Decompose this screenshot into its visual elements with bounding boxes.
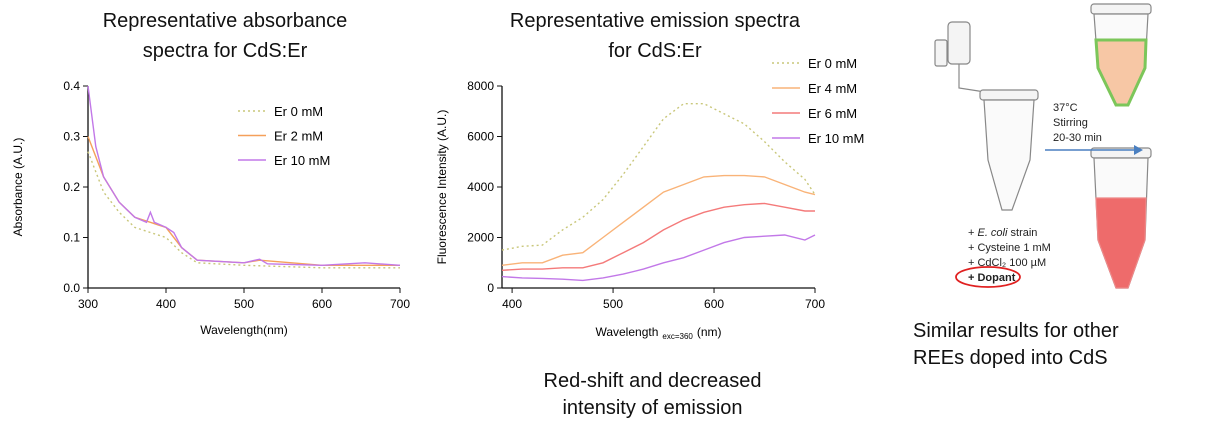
tube-body — [983, 99, 1035, 211]
tube-liquid — [1095, 197, 1147, 289]
y-tick-label: 0.0 — [63, 281, 80, 295]
tube-rim — [979, 89, 1039, 101]
arrow-head — [1134, 145, 1143, 155]
legend-label: Er 10 mM — [274, 153, 330, 168]
legend-label: Er 0 mM — [274, 104, 323, 119]
ingredient: + CdCl₂ 100 µM — [968, 257, 1046, 269]
y-axis-label: Fluorescence Intensity (A.U.) — [435, 110, 449, 265]
highlight — [955, 266, 1021, 288]
series-line — [87, 136, 400, 266]
series-line — [87, 85, 401, 267]
tube-liquid — [1094, 38, 1148, 107]
plot: 0 2000 4000 6000 8000 400 500 600 700 Fluorescenc… — [435, 56, 864, 341]
tube-cap — [947, 21, 971, 65]
text: + — [968, 227, 977, 239]
y-tick-label: 2000 — [467, 231, 494, 245]
condition: 37°C — [1053, 102, 1078, 114]
y-tick-label: 0.4 — [63, 79, 80, 93]
tube-cap — [934, 39, 948, 67]
y-tick-label: 0.2 — [63, 180, 80, 194]
x-tick-label: 600 — [312, 297, 332, 311]
series-line — [87, 151, 400, 269]
text: exc=360 — [662, 332, 693, 341]
tube-rim — [1090, 3, 1152, 15]
legend-label: Er 10 mM — [808, 131, 864, 146]
series-line — [501, 202, 815, 271]
caption: Red-shift and decreased intensity of emi… — [543, 370, 762, 419]
y-tick-label: 0.3 — [63, 130, 80, 144]
x-axis-label: Wavelength exc=360 (nm) — [595, 325, 721, 341]
caption: Similar results for other REEs doped int… — [913, 320, 1119, 369]
ingredient: + Cysteine 1 mM — [968, 242, 1051, 254]
y-tick-label: 0.1 — [63, 231, 80, 245]
tube-hinge — [958, 64, 986, 93]
condition: Stirring — [1053, 117, 1088, 129]
text: (nm) — [697, 325, 722, 339]
chart-title: Representative absorbance spectra for Cd… — [102, 10, 348, 62]
series-line — [501, 234, 816, 282]
series-line — [501, 174, 816, 266]
x-tick-label: 700 — [390, 297, 410, 311]
text: Wavelength(nm) — [200, 323, 288, 337]
text: E. coli — [977, 227, 1008, 239]
x-tick-label: 300 — [78, 297, 98, 311]
x-tick-label: 500 — [234, 297, 254, 311]
legend-label: Er 0 mM — [808, 56, 857, 71]
y-tick-label: 0 — [487, 281, 494, 295]
legend-label: Er 4 mM — [808, 81, 857, 96]
y-axis-label: Absorbance (A.U.) — [11, 138, 25, 237]
legend-label: Er 2 mM — [274, 129, 323, 144]
ingredient: + Dopant — [968, 272, 1016, 284]
ingredient: + E. coli strain — [968, 227, 1037, 239]
text: strain — [1007, 227, 1037, 239]
y-tick-label: 6000 — [467, 130, 494, 144]
plot: 0.0 0.1 0.2 0.3 0.4 300 400 500 600 700 Absorbance… — [11, 79, 410, 337]
x-tick-label: 700 — [805, 297, 825, 311]
x-tick-label: 400 — [502, 297, 522, 311]
text: Wavelength — [595, 325, 658, 339]
x-tick-label: 600 — [704, 297, 724, 311]
x-tick-label: 400 — [156, 297, 176, 311]
x-axis-label: Wavelength(nm) — [200, 323, 288, 337]
y-tick-label: 8000 — [467, 79, 494, 93]
legend-label: Er 6 mM — [808, 106, 857, 121]
x-tick-label: 500 — [603, 297, 623, 311]
y-tick-label: 4000 — [467, 180, 494, 194]
condition: 20-30 min — [1053, 132, 1102, 144]
diagram — [934, 3, 1152, 289]
chart-title: Representative emission spectra for CdS:… — [509, 10, 801, 62]
series-line — [501, 103, 816, 251]
